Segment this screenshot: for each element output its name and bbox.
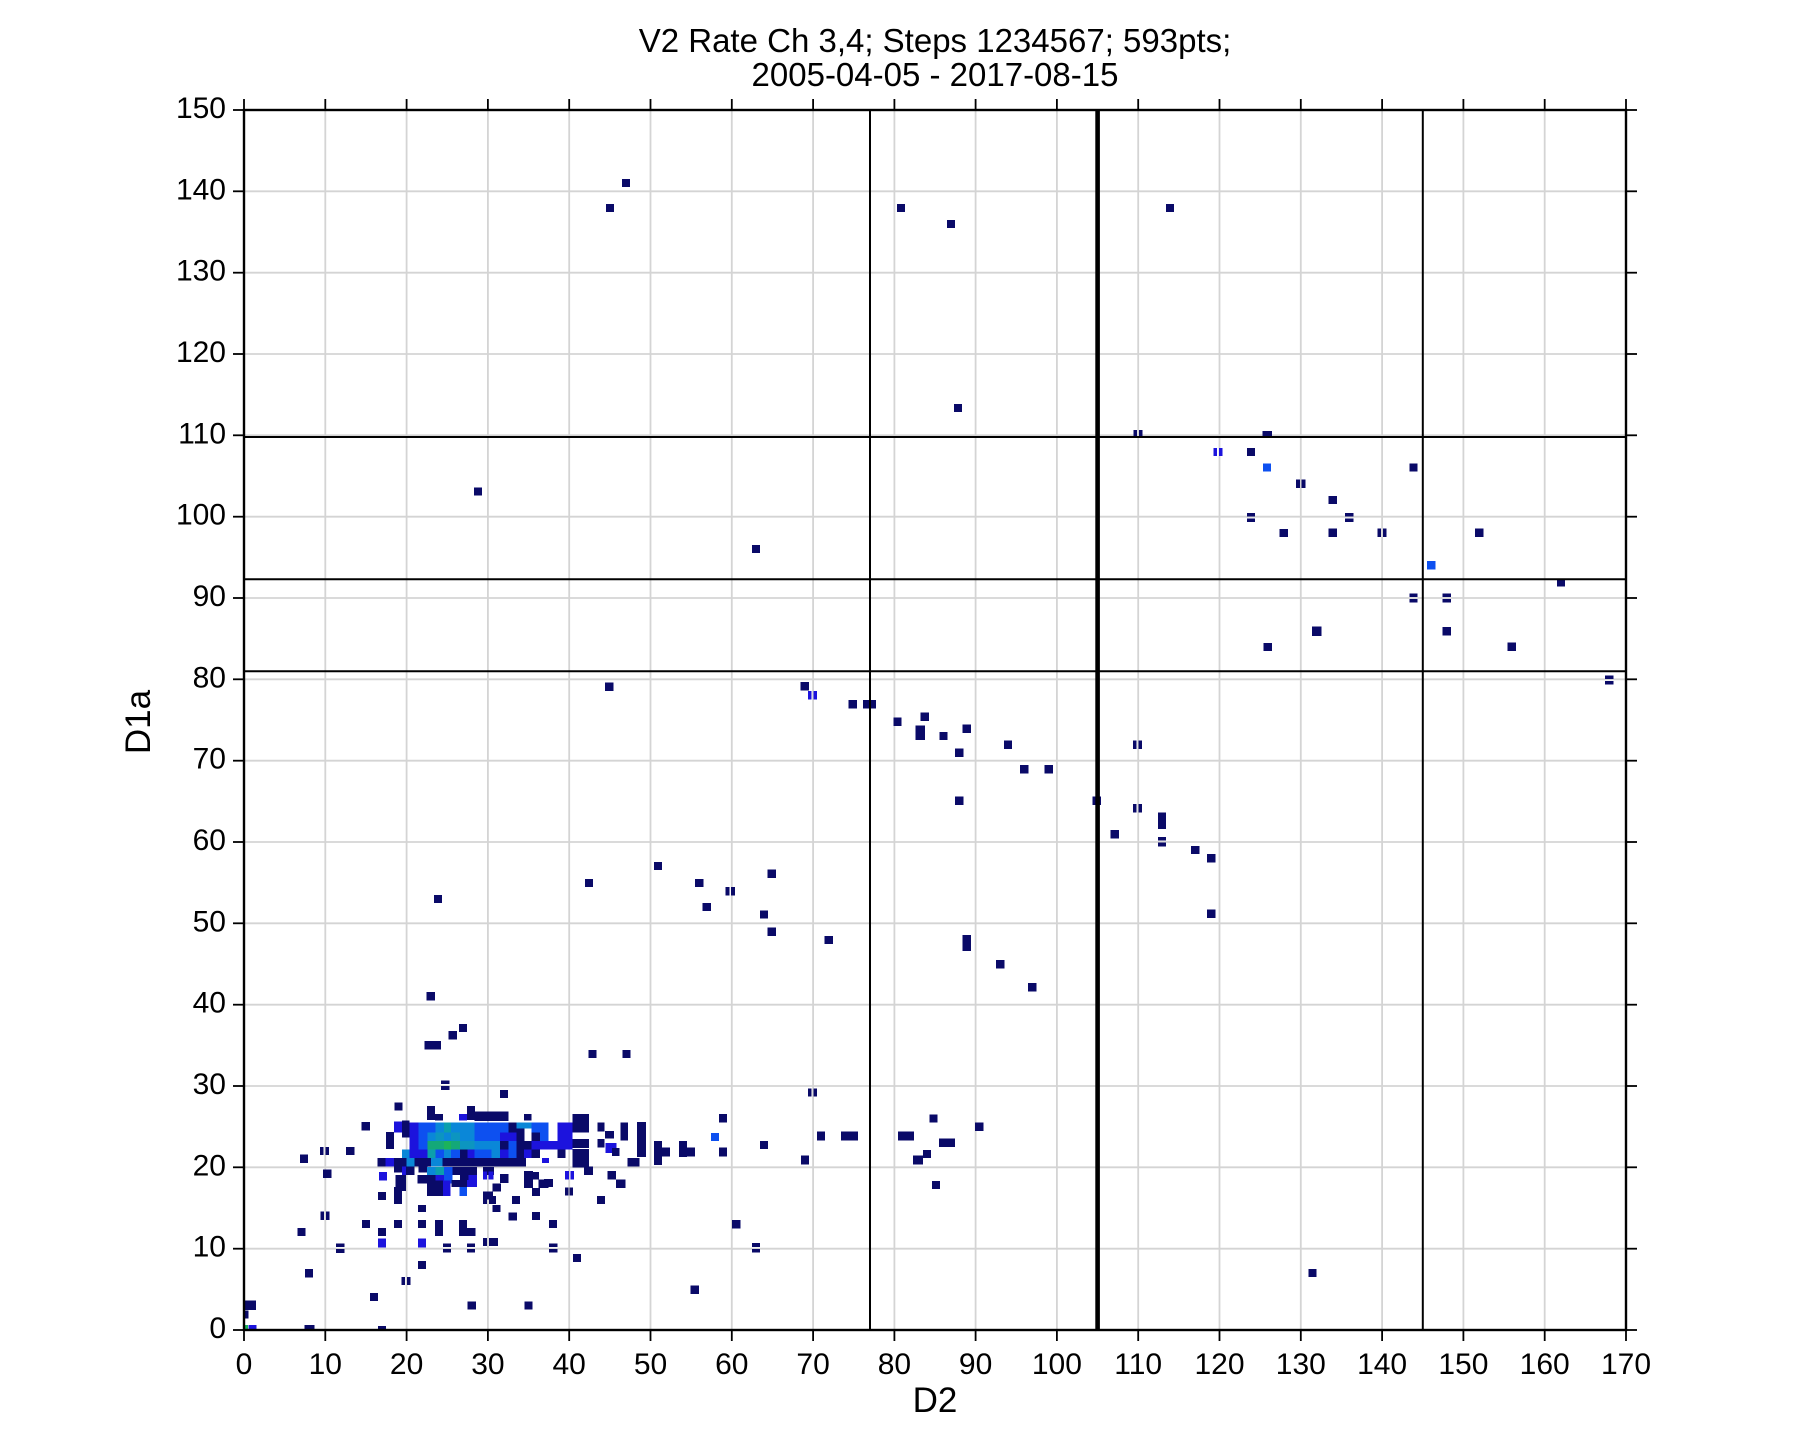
svg-text:40: 40	[553, 1348, 586, 1381]
svg-text:110: 110	[1114, 1348, 1162, 1381]
svg-text:140: 140	[176, 173, 226, 206]
svg-text:20: 20	[193, 1149, 226, 1182]
svg-text:120: 120	[176, 336, 226, 369]
svg-text:40: 40	[193, 987, 226, 1020]
svg-text:120: 120	[1194, 1348, 1244, 1381]
svg-text:70: 70	[193, 743, 226, 776]
svg-text:140: 140	[1357, 1348, 1407, 1381]
svg-text:V2 Rate Ch 3,4; Steps 1234567;: V2 Rate Ch 3,4; Steps 1234567; 593pts;	[639, 22, 1232, 59]
svg-text:30: 30	[193, 1068, 226, 1101]
svg-text:50: 50	[193, 905, 226, 938]
svg-text:80: 80	[193, 661, 226, 694]
svg-text:90: 90	[193, 580, 226, 613]
svg-text:60: 60	[193, 824, 226, 857]
svg-text:0: 0	[236, 1348, 253, 1381]
svg-text:20: 20	[390, 1348, 423, 1381]
svg-text:10: 10	[193, 1231, 226, 1264]
svg-text:70: 70	[796, 1348, 829, 1381]
svg-text:160: 160	[1520, 1348, 1570, 1381]
svg-text:30: 30	[471, 1348, 504, 1381]
svg-text:0: 0	[209, 1312, 226, 1345]
svg-text:150: 150	[176, 92, 226, 125]
svg-text:D2: D2	[913, 1381, 958, 1420]
svg-text:150: 150	[1438, 1348, 1488, 1381]
svg-text:60: 60	[715, 1348, 748, 1381]
svg-text:100: 100	[1032, 1348, 1082, 1381]
svg-text:100: 100	[176, 499, 226, 532]
svg-text:80: 80	[878, 1348, 911, 1381]
svg-text:130: 130	[1276, 1348, 1326, 1381]
svg-text:10: 10	[309, 1348, 342, 1381]
svg-text:170: 170	[1601, 1348, 1651, 1381]
svg-text:2005-04-05 - 2017-08-15: 2005-04-05 - 2017-08-15	[752, 56, 1119, 93]
svg-text:110: 110	[178, 417, 226, 450]
svg-text:130: 130	[176, 255, 226, 288]
svg-text:D1a: D1a	[119, 689, 158, 754]
svg-text:90: 90	[959, 1348, 992, 1381]
svg-text:50: 50	[634, 1348, 667, 1381]
